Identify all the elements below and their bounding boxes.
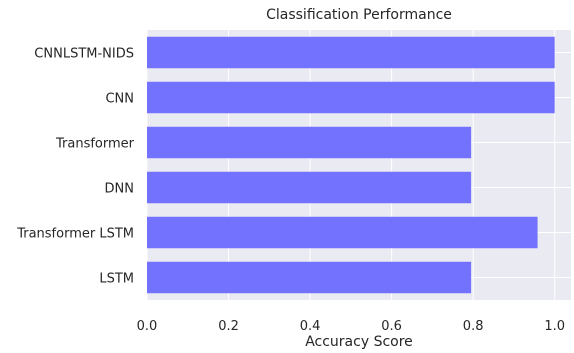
- x-tick-label: 0.6: [381, 319, 402, 334]
- y-tick-label: Transformer: [55, 137, 135, 152]
- bar: [147, 261, 472, 294]
- bar: [147, 36, 555, 69]
- y-tick-labels: CNNLSTM-NIDS CNN Transformer DNN Transformer…: [16, 47, 134, 287]
- bars: [147, 36, 555, 294]
- y-tick-label: CNN: [105, 92, 134, 107]
- bar: [147, 216, 538, 249]
- y-tick-label: Transformer LSTM: [16, 227, 134, 242]
- plot-area: [147, 30, 571, 300]
- y-tick-label: LSTM: [99, 272, 134, 287]
- y-tick-label: CNNLSTM-NIDS: [34, 47, 134, 62]
- x-tick-label: 0.0: [137, 319, 158, 334]
- bar: [147, 126, 472, 159]
- x-tick-label: 1.0: [544, 319, 565, 334]
- x-tick-labels: 0.0 0.2 0.4 0.6 0.8 1.0: [137, 319, 565, 334]
- y-tick-label: DNN: [105, 182, 134, 197]
- chart-title: Classification Performance: [266, 7, 452, 23]
- bar: [147, 81, 555, 114]
- x-tick-label: 0.2: [218, 319, 239, 334]
- x-axis-label: Accuracy Score: [305, 334, 413, 350]
- bar: [147, 171, 472, 204]
- x-tick-label: 0.4: [300, 319, 321, 334]
- x-tick-label: 0.8: [463, 319, 484, 334]
